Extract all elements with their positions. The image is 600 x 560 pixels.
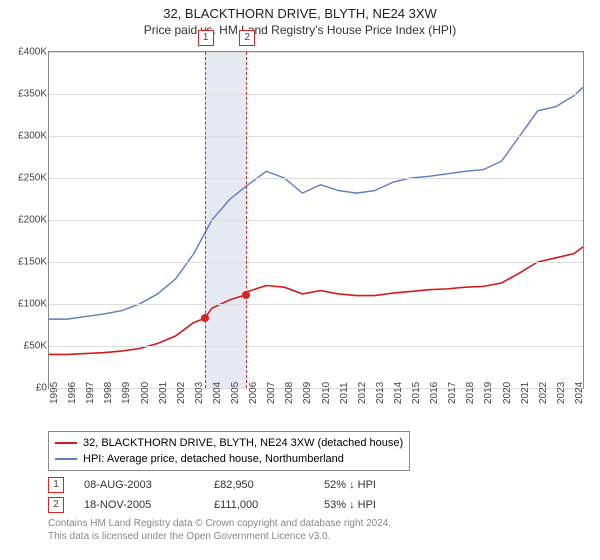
marker-line xyxy=(246,52,247,388)
legend-label: 32, BLACKTHORN DRIVE, BLYTH, NE24 3XW (d… xyxy=(83,435,403,451)
gridline xyxy=(49,178,583,179)
price-chart: £0£50K£100K£150K£200K£250K£300K£350K£400… xyxy=(48,41,584,421)
x-axis-label: 2015 xyxy=(411,382,415,404)
x-axis-label: 2023 xyxy=(556,382,560,404)
gridline xyxy=(49,136,583,137)
transaction-facts: 1 08-AUG-2003 £82,950 52% ↓ HPI 2 18-NOV… xyxy=(48,477,588,513)
fact-marker: 2 xyxy=(48,497,64,513)
page-title: 32, BLACKTHORN DRIVE, BLYTH, NE24 3XW xyxy=(10,6,590,21)
y-axis-label: £250K xyxy=(7,173,47,184)
legend-swatch xyxy=(55,458,77,460)
gridline xyxy=(49,220,583,221)
x-axis-label: 2008 xyxy=(284,382,288,404)
marker-box: 2 xyxy=(239,30,255,46)
chart-legend: 32, BLACKTHORN DRIVE, BLYTH, NE24 3XW (d… xyxy=(48,431,410,471)
legend-swatch xyxy=(55,442,77,444)
x-axis-label: 2000 xyxy=(140,382,144,404)
x-axis-label: 2004 xyxy=(212,382,216,404)
x-axis-label: 1997 xyxy=(85,382,89,404)
x-axis-label: 2014 xyxy=(393,382,397,404)
x-axis-label: 2017 xyxy=(447,382,451,404)
marker-dot xyxy=(242,291,250,299)
page-subtitle: Price paid vs. HM Land Registry's House … xyxy=(10,23,590,37)
footnote-line: Contains HM Land Registry data © Crown c… xyxy=(48,517,588,530)
gridline xyxy=(49,304,583,305)
gridline xyxy=(49,346,583,347)
marker-line xyxy=(205,52,206,388)
x-axis-label: 2018 xyxy=(465,382,469,404)
x-axis-label: 2003 xyxy=(194,382,198,404)
gridline xyxy=(49,94,583,95)
fact-date: 08-AUG-2003 xyxy=(84,479,194,491)
x-axis-label: 2002 xyxy=(176,382,180,404)
fact-delta: 53% ↓ HPI xyxy=(324,499,376,511)
x-axis-label: 2013 xyxy=(375,382,379,404)
x-axis-label: 1999 xyxy=(121,382,125,404)
fact-price: £82,950 xyxy=(214,479,304,491)
y-axis-label: £400K xyxy=(7,47,47,58)
gridline xyxy=(49,52,583,53)
x-axis-label: 2007 xyxy=(266,382,270,404)
x-axis-label: 2020 xyxy=(502,382,506,404)
x-axis-label: 2022 xyxy=(538,382,542,404)
x-axis-label: 1998 xyxy=(103,382,107,404)
footnote: Contains HM Land Registry data © Crown c… xyxy=(48,517,588,543)
x-axis-label: 2009 xyxy=(302,382,306,404)
x-axis-label: 2021 xyxy=(520,382,524,404)
x-axis-label: 2024 xyxy=(574,382,578,404)
series-line xyxy=(49,87,583,319)
fact-marker: 1 xyxy=(48,477,64,493)
legend-label: HPI: Average price, detached house, Nort… xyxy=(83,451,344,467)
x-axis-label: 1995 xyxy=(49,382,53,404)
fact-date: 18-NOV-2005 xyxy=(84,499,194,511)
gridline xyxy=(49,262,583,263)
marker-dot xyxy=(201,314,209,322)
series-line xyxy=(49,247,583,355)
x-axis-label: 2006 xyxy=(248,382,252,404)
y-axis-label: £150K xyxy=(7,257,47,268)
y-axis-label: £100K xyxy=(7,299,47,310)
fact-row: 2 18-NOV-2005 £111,000 53% ↓ HPI xyxy=(48,497,588,513)
x-axis-label: 2001 xyxy=(158,382,162,404)
x-axis-label: 2016 xyxy=(429,382,433,404)
x-axis-label: 2005 xyxy=(230,382,234,404)
x-axis-label: 1996 xyxy=(67,382,71,404)
fact-delta: 52% ↓ HPI xyxy=(324,479,376,491)
marker-box: 1 xyxy=(198,30,214,46)
y-axis-label: £50K xyxy=(7,341,47,352)
legend-item: 32, BLACKTHORN DRIVE, BLYTH, NE24 3XW (d… xyxy=(55,435,403,451)
footnote-line: This data is licensed under the Open Gov… xyxy=(48,530,588,543)
legend-item: HPI: Average price, detached house, Nort… xyxy=(55,451,403,467)
x-axis-label: 2010 xyxy=(321,382,325,404)
y-axis-label: £300K xyxy=(7,131,47,142)
x-axis-label: 2019 xyxy=(483,382,487,404)
y-axis-label: £350K xyxy=(7,89,47,100)
x-axis-label: 2012 xyxy=(357,382,361,404)
y-axis-label: £0 xyxy=(7,383,47,394)
fact-price: £111,000 xyxy=(214,499,304,511)
x-axis-label: 2011 xyxy=(339,382,343,404)
y-axis-label: £200K xyxy=(7,215,47,226)
fact-row: 1 08-AUG-2003 £82,950 52% ↓ HPI xyxy=(48,477,588,493)
